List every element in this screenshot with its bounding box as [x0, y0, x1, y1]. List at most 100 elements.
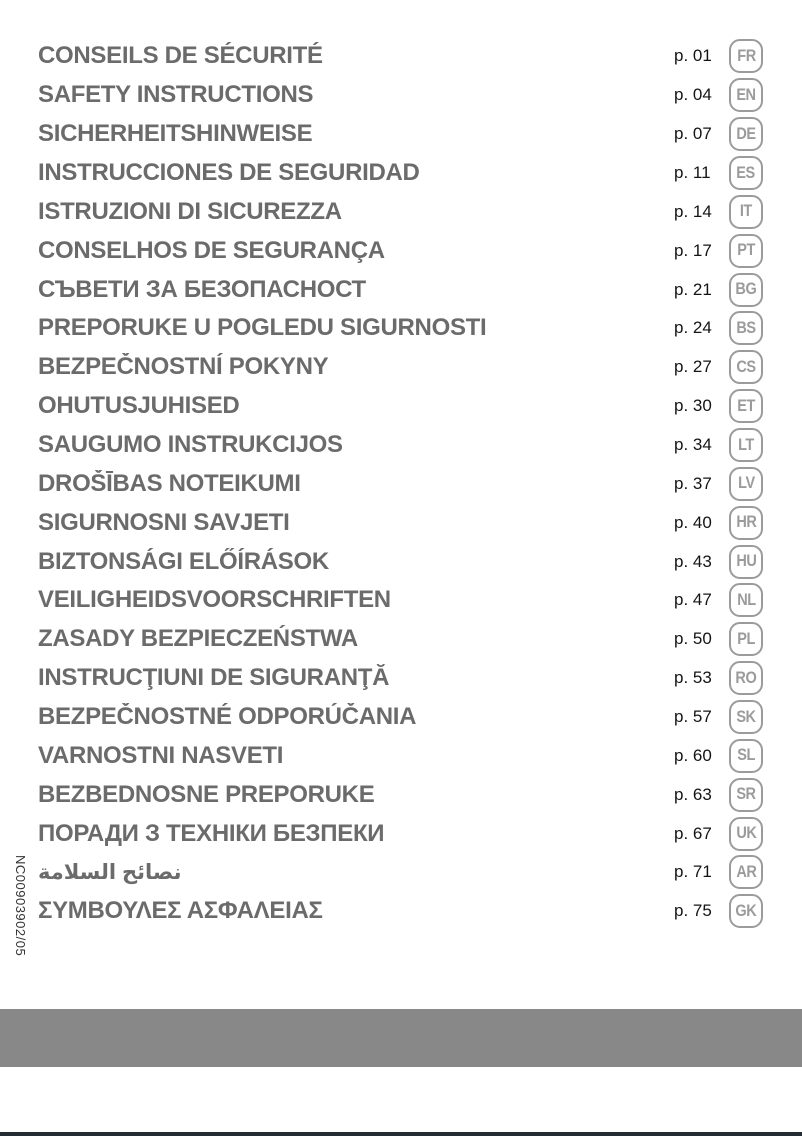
toc-row: INSTRUCŢIUNI DE SIGURANŢĂ p. 53 RO [38, 659, 763, 698]
toc-item-page-number: p. 34 [674, 435, 712, 455]
language-code-label: IT [739, 202, 753, 221]
language-code-badge: LT [729, 428, 763, 463]
toc-item-page-number: p. 14 [674, 201, 712, 221]
language-code-badge: SR [729, 777, 763, 812]
toc-item-page-number: p. 47 [674, 590, 712, 610]
language-code-label: ET [737, 396, 755, 415]
language-code-label: BS [736, 318, 756, 337]
language-code-label: LT [738, 435, 754, 454]
language-code-label: HU [735, 552, 757, 571]
toc-row: BEZPEČNOSTNÍ POKYNY p. 27 CS [38, 348, 763, 387]
toc-item-title: SAUGUMO INSTRUKCIJOS [38, 431, 343, 459]
toc-item-page-number: p. 30 [674, 396, 712, 416]
language-code-label: CS [736, 357, 756, 376]
footer-gray-band [0, 1009, 802, 1067]
toc-item-page-number: p. 40 [674, 512, 712, 532]
language-code-badge: DE [729, 117, 763, 152]
toc-item-title: CONSEILS DE SÉCURITÉ [38, 42, 323, 70]
toc-row: INSTRUCCIONES DE SEGURIDAD p. 11 ES [38, 154, 763, 193]
language-code-label: GK [735, 901, 757, 920]
toc-item-page-number: p. 75 [674, 901, 712, 921]
toc-item-title: ПОРАДИ З ТЕХНІКИ БЕЗПЕКИ [38, 819, 385, 847]
language-code-badge: PL [729, 622, 763, 657]
language-code-badge: IT [729, 194, 763, 229]
language-code-label: RO [735, 668, 757, 687]
toc-item-title: INSTRUCCIONES DE SEGURIDAD [38, 159, 420, 186]
language-code-label: PL [737, 629, 755, 648]
toc-row: DROŠĪBAS NOTEIKUMI p. 37 LV [38, 464, 763, 503]
language-code-label: DE [736, 124, 756, 143]
language-code-badge: FR [729, 39, 763, 74]
language-code-badge: RO [729, 661, 763, 696]
language-code-label: SR [736, 785, 756, 804]
toc-item-title: PREPORUKE U POGLEDU SIGURNOSTI [38, 314, 487, 342]
language-code-badge: UK [729, 816, 763, 851]
toc-row: SAUGUMO INSTRUKCIJOS p. 34 LT [38, 426, 763, 465]
language-code-badge: ES [729, 156, 763, 190]
toc-row: BIZTONSÁGI ELŐÍRÁSOK p. 43 HU [38, 542, 763, 581]
toc-item-title: ZASADY BEZPIECZEŃSTWA [38, 625, 358, 653]
language-code-badge: EN [729, 78, 763, 113]
toc-row: CONSEILS DE SÉCURITÉ p. 01 FR [38, 37, 763, 76]
toc-item-page-number: p. 01 [674, 46, 712, 66]
toc-item-page-number: p. 71 [674, 862, 712, 882]
toc-item-title: SICHERHEITSHINWEISE [38, 120, 313, 148]
toc-item-page-number: p. 67 [674, 823, 712, 843]
language-code-label: SK [736, 707, 756, 726]
toc-list: CONSEILS DE SÉCURITÉ p. 01 FR SAFETY INSTRU… [38, 37, 763, 931]
language-code-label: AR [735, 862, 757, 881]
language-code-badge: ET [729, 389, 763, 424]
toc-item-page-number: p. 07 [674, 124, 712, 144]
toc-item-page-number: p. 60 [674, 745, 712, 765]
language-code-badge: BG [729, 272, 763, 307]
toc-row: OHUTUSJUHISED p. 30 ET [38, 387, 763, 426]
toc-item-title: ΣΥΜΒΟΥΛΕΣ ΑΣΦΑΛΕΙΑΣ [38, 897, 323, 925]
language-code-badge: BS [729, 311, 763, 346]
toc-row: BEZBEDNOSNE PREPORUKE p. 63 SR [38, 775, 763, 814]
language-code-badge: GK [729, 894, 763, 929]
toc-item-page-number: p. 11 [674, 163, 711, 182]
toc-row: PREPORUKE U POGLEDU SIGURNOSTI p. 24 BS [38, 309, 763, 348]
toc-item-page-number: p. 17 [674, 240, 712, 260]
language-code-label: LV [737, 474, 755, 493]
language-code-badge: SL [729, 738, 763, 773]
toc-item-title: SAFETY INSTRUCTIONS [38, 81, 314, 109]
toc-item-page-number: p. 63 [674, 784, 712, 804]
language-code-badge: CS [729, 350, 763, 385]
language-code-label: EN [736, 85, 756, 104]
language-code-badge: SK [729, 700, 763, 735]
toc-item-title: DROŠĪBAS NOTEIKUMI [38, 469, 301, 497]
language-code-label: SL [737, 746, 755, 765]
toc-item-title: VEILIGHEIDSVOORSCHRIFTEN [38, 586, 391, 614]
toc-item-page-number: p. 24 [674, 318, 712, 338]
toc-item-page-number: p. 50 [674, 629, 712, 649]
toc-item-title: BEZPEČNOSTNÍ POKYNY [38, 353, 329, 381]
language-code-label: HR [735, 513, 757, 532]
toc-row: SIGURNOSNI SAVJETI p. 40 HR [38, 503, 763, 542]
language-code-badge: HR [729, 505, 763, 540]
bottom-dark-bar [0, 1132, 802, 1136]
toc-row: VEILIGHEIDSVOORSCHRIFTEN p. 47 NL [38, 581, 763, 620]
language-code-label: NL [736, 590, 756, 609]
toc-row: SICHERHEITSHINWEISE p. 07 DE [38, 115, 763, 154]
language-code-badge: PT [729, 233, 763, 268]
toc-item-page-number: p. 27 [674, 357, 712, 377]
toc-row: СЪВЕТИ ЗА БЕЗОПАСНОСТ p. 21 BG [38, 270, 763, 309]
toc-row: BEZPEČNOSTNÉ ODPORÚČANIA p. 57 SK [38, 698, 763, 737]
toc-item-title: CONSELHOS DE SEGURANÇA [38, 236, 385, 264]
language-code-badge: HU [729, 544, 763, 579]
toc-row: ISTRUZIONI DI SICUREZZA p. 14 IT [38, 192, 763, 231]
language-code-label: PT [737, 241, 755, 260]
toc-item-title: BEZPEČNOSTNÉ ODPORÚČANIA [38, 703, 417, 731]
toc-item-page-number: p. 57 [674, 707, 712, 727]
language-code-label: UK [735, 824, 757, 843]
toc-item-title: ISTRUZIONI DI SICUREZZA [38, 197, 342, 225]
language-code-label: ES [736, 163, 756, 182]
toc-item-page-number: p. 43 [674, 551, 712, 571]
language-code-label: BG [735, 280, 757, 299]
toc-item-page-number: p. 21 [674, 279, 712, 299]
toc-row: SAFETY INSTRUCTIONS p. 04 EN [38, 76, 763, 115]
language-code-badge: AR [729, 855, 763, 890]
language-code-badge: LV [729, 466, 763, 501]
